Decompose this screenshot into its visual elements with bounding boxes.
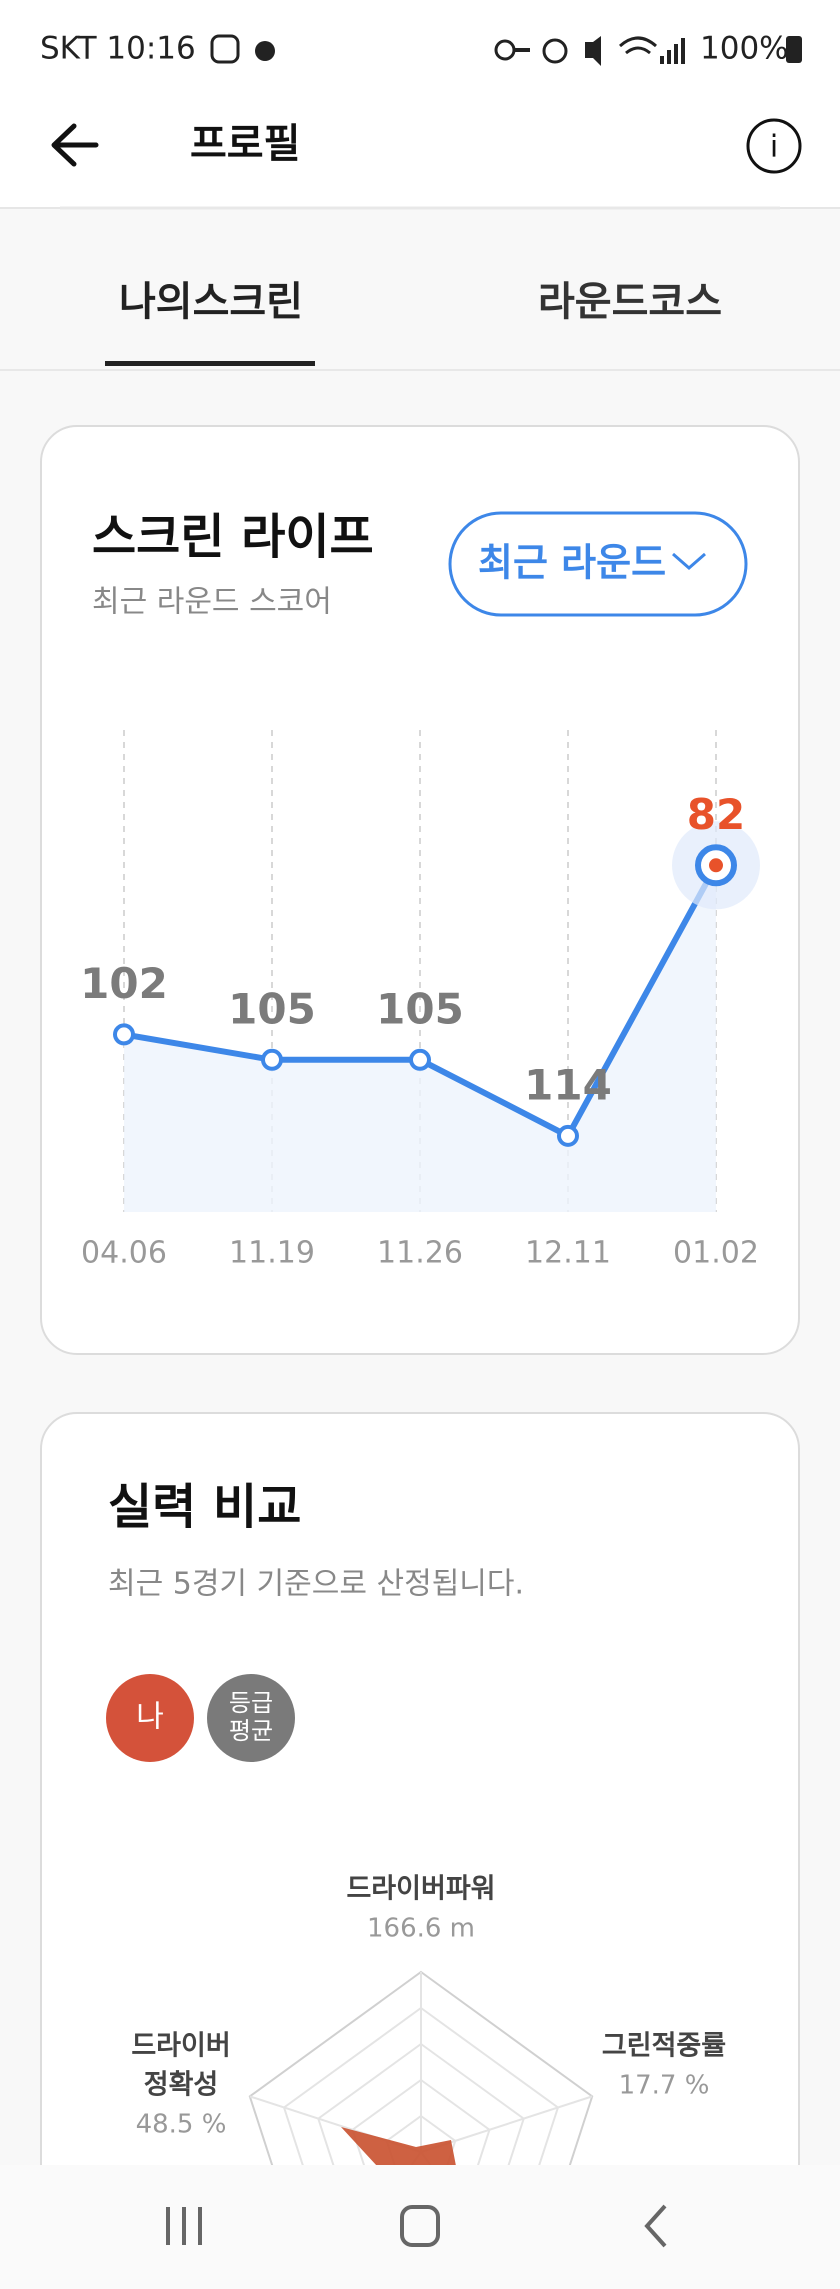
info-button[interactable]: i <box>746 118 802 174</box>
status-left: SKT 10:16 <box>40 31 196 67</box>
nav-bar <box>0 2165 840 2289</box>
dropdown-box <box>448 511 748 617</box>
nav-recents[interactable] <box>166 2207 202 2245</box>
nav-back[interactable] <box>644 2204 667 2248</box>
point <box>261 1048 283 1071</box>
line-chart: 102 04.06 105 11.19 105 11.26 114 12.11 82 01.02 <box>80 730 760 1271</box>
header-title: 프로필 <box>190 121 300 167</box>
value-label: 114 <box>524 1060 612 1109</box>
radar-axis-label: 드라이버파워 <box>346 1874 495 1905</box>
legend-label: 등급 <box>229 1689 273 1717</box>
radar-axis-value: 17.7 % <box>619 2071 710 2101</box>
radar-axis-label: 드라이버 <box>131 2031 230 2062</box>
info-glyph: i <box>770 130 778 165</box>
dropdown-label: 최근 라운드 <box>478 541 666 585</box>
radar-ring <box>248 1970 594 2289</box>
nav-home[interactable] <box>400 2205 440 2247</box>
legend-badge <box>207 1674 295 1762</box>
card <box>40 1412 800 2289</box>
header-bg <box>0 0 840 208</box>
radar-axis-label: 정확성 <box>144 2070 219 2101</box>
point-dot <box>709 858 723 873</box>
value-label: 102 <box>80 959 168 1008</box>
legend-label: 나 <box>136 1700 164 1735</box>
x-tick-label: 11.19 <box>229 1236 315 1271</box>
card-subtitle: 최근 5경기 기준으로 산정됩니다. <box>108 1567 524 1602</box>
dropdown[interactable]: 최근 라운드 <box>448 511 748 617</box>
status-icon <box>255 41 275 61</box>
back-button[interactable] <box>51 123 99 167</box>
status-icon <box>210 34 240 64</box>
battery-icon <box>786 36 802 63</box>
x-tick-label: 01.02 <box>673 1236 759 1271</box>
x-tick-label: 04.06 <box>81 1236 167 1271</box>
point <box>557 1124 579 1147</box>
info-circle <box>746 118 802 174</box>
area <box>124 865 716 1212</box>
nav-buttons <box>166 2204 667 2248</box>
radar-axis-label: 그린적중률 <box>602 2031 726 2062</box>
point <box>113 1023 135 1046</box>
legend-badge <box>106 1674 194 1762</box>
tab[interactable]: 라운드코스 <box>538 279 722 325</box>
status-right: 100% <box>700 31 789 67</box>
point <box>409 1048 431 1071</box>
x-tick-label: 12.11 <box>525 1236 611 1271</box>
radar-axis-value: 48.5 % <box>136 2110 227 2140</box>
value-label: 82 <box>687 790 745 839</box>
card-title: 스크린 라이프 <box>92 509 374 565</box>
radar-axis-value: 166.6 m <box>367 1914 475 1944</box>
value-label: 105 <box>228 984 316 1033</box>
card-subtitle: 최근 라운드 스코어 <box>92 585 332 620</box>
tab-active[interactable]: 나의스크린 <box>119 279 303 325</box>
dropdown-chevron <box>672 552 706 570</box>
status-icons <box>494 36 685 66</box>
tab-underline <box>105 361 315 366</box>
value-label: 105 <box>376 984 464 1033</box>
x-tick-label: 11.26 <box>377 1236 463 1271</box>
card-title: 실력 비교 <box>108 1479 301 1535</box>
legend-label: 평균 <box>229 1717 273 1745</box>
